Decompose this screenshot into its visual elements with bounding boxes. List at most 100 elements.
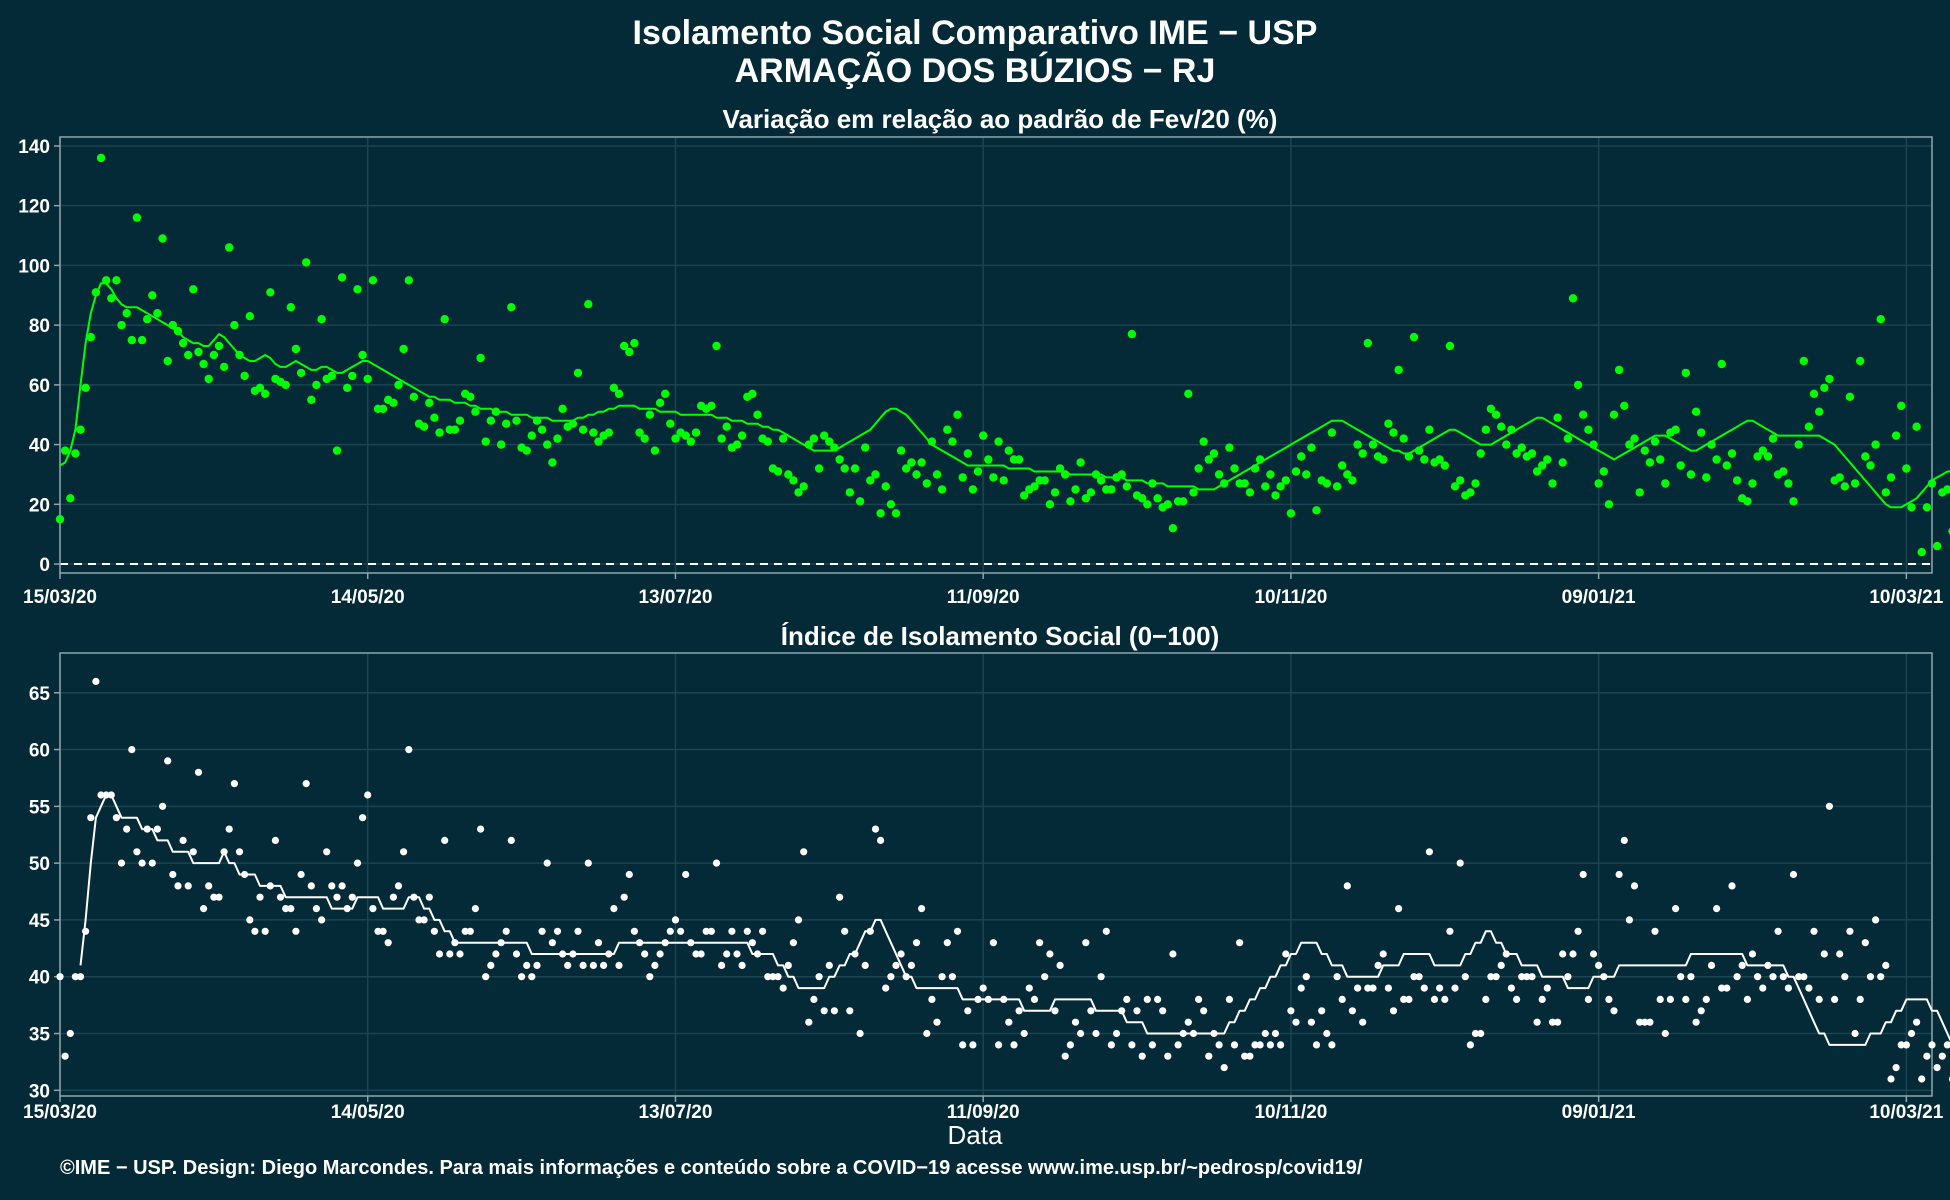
data-point [219, 362, 229, 372]
data-point [1887, 1075, 1895, 1083]
data-point [1933, 1064, 1941, 1072]
data-point [1584, 995, 1592, 1004]
data-point [789, 476, 798, 485]
data-point [984, 995, 992, 1004]
y-tick-label: 30 [29, 1081, 50, 1102]
data-point [1558, 458, 1567, 467]
data-point [897, 950, 905, 958]
data-point [138, 859, 146, 867]
data-point [723, 950, 731, 958]
data-point [1820, 383, 1829, 392]
data-point [640, 434, 649, 443]
data-point [451, 939, 459, 947]
data-point [471, 407, 480, 416]
x-tick-label: 15/03/20 [23, 1102, 97, 1123]
data-point [1036, 939, 1044, 947]
data-point [1358, 449, 1367, 458]
data-point [1461, 973, 1469, 981]
data-point [1179, 497, 1188, 506]
data-point [1082, 939, 1090, 947]
data-point [87, 814, 95, 822]
x-tick-label: 10/03/21 [1869, 587, 1943, 608]
data-point [497, 939, 505, 947]
data-point [1384, 419, 1393, 428]
x-tick-label: 11/09/20 [947, 1102, 1020, 1123]
data-point [112, 814, 120, 822]
data-point [507, 836, 515, 845]
data-point [400, 848, 408, 856]
data-point [804, 440, 813, 449]
data-point [528, 973, 536, 981]
data-point [1374, 961, 1382, 970]
data-point [866, 476, 875, 485]
data-point [1630, 882, 1639, 890]
data-point [1502, 440, 1511, 449]
data-point [1861, 452, 1870, 461]
data-point [938, 973, 946, 981]
data-point [1482, 995, 1490, 1004]
data-point [1477, 1029, 1485, 1038]
data-point [537, 425, 547, 434]
data-point [338, 882, 346, 890]
data-point [245, 312, 254, 321]
data-point [1886, 473, 1896, 482]
data-point [789, 939, 798, 947]
data-point [815, 973, 823, 981]
data-point [1666, 995, 1674, 1004]
data-point [410, 893, 418, 901]
data-point [1436, 984, 1444, 992]
data-point [1097, 973, 1105, 981]
data-point [548, 458, 557, 467]
chart-subtitle: ARMAÇÃO DOS BÚZIOS − RJ [734, 52, 1216, 90]
data-point [953, 410, 962, 419]
data-point [1174, 1041, 1182, 1049]
data-point [1410, 973, 1418, 981]
x-tick-label: 10/03/21 [1869, 1102, 1943, 1123]
data-point [235, 848, 244, 856]
data-point [553, 434, 562, 443]
data-point [337, 273, 347, 282]
data-point [1713, 905, 1721, 913]
data-point [850, 464, 860, 473]
data-point [522, 446, 531, 455]
data-point [456, 950, 464, 958]
x-tick-label: 15/03/20 [23, 587, 97, 608]
data-point [877, 836, 885, 845]
data-point [1651, 927, 1659, 935]
data-point [1589, 440, 1598, 449]
data-point [486, 416, 495, 425]
data-point [477, 825, 485, 833]
data-point [404, 276, 413, 285]
data-point [1727, 449, 1737, 458]
data-point [1743, 497, 1752, 506]
panel-2-title: Índice de Isolamento Social (0−100) [781, 621, 1220, 651]
data-point [830, 1007, 839, 1015]
data-point [779, 984, 787, 992]
data-point [1559, 950, 1567, 958]
data-point [712, 341, 721, 351]
data-point [389, 893, 397, 901]
data-point [1025, 984, 1033, 992]
data-point [871, 470, 880, 479]
data-point [912, 939, 921, 947]
data-point [419, 422, 429, 431]
data-point [717, 434, 726, 443]
data-point [1138, 1052, 1146, 1060]
data-point [1856, 995, 1864, 1004]
data-point [214, 341, 224, 351]
data-point [687, 939, 695, 947]
data-point [584, 859, 592, 867]
data-point [896, 446, 906, 455]
data-point [533, 961, 541, 970]
data-point [102, 276, 111, 285]
data-point [840, 464, 849, 473]
data-point [1276, 482, 1285, 491]
data-point [830, 443, 839, 452]
data-point [158, 234, 167, 243]
data-point [1758, 446, 1768, 455]
data-point [620, 341, 629, 351]
y-tick-label: 60 [29, 376, 50, 397]
data-point [568, 419, 578, 428]
data-point [1466, 488, 1475, 497]
data-point [1210, 1029, 1218, 1038]
